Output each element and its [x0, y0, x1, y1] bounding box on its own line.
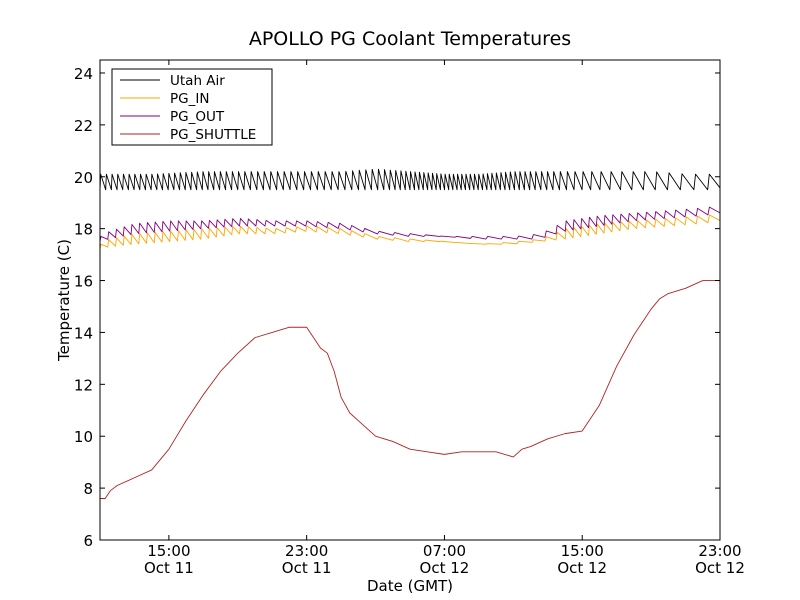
legend-box: [111, 68, 273, 146]
x-tick-date-label: Oct 11: [144, 559, 194, 577]
x-tick-time-label: 15:00: [561, 542, 604, 560]
x-tick-date-label: Oct 12: [557, 559, 607, 577]
x-tick-time-label: 07:00: [423, 542, 466, 560]
series-line-utah-air: [100, 168, 720, 191]
x-tick-time-label: 23:00: [698, 542, 741, 560]
x-tick-date-label: Oct 11: [282, 559, 332, 577]
y-tick-label: 8: [83, 480, 93, 498]
plot-frame: [99, 59, 721, 541]
y-tick-label: 14: [74, 324, 93, 342]
legend-label-pg-out: PG_OUT: [170, 109, 225, 125]
legend-label-pg-shuttle: PG_SHUTTLE: [170, 127, 256, 143]
x-tick-time-label: 23:00: [285, 542, 328, 560]
y-tick-label: 20: [74, 169, 93, 187]
x-tick-date-label: Oct 12: [695, 559, 745, 577]
x-tick-date-label: Oct 12: [420, 559, 470, 577]
legend-label-utah-air: Utah Air: [170, 73, 225, 89]
y-tick-label: 12: [74, 376, 93, 394]
series-line-pg-shuttle: [100, 280, 720, 499]
series-line-pg-out: [100, 206, 720, 242]
y-tick-label: 10: [74, 428, 93, 446]
y-tick-label: 18: [74, 221, 93, 239]
y-tick-label: 16: [74, 273, 93, 291]
y-tick-label: 22: [74, 117, 93, 135]
legend-label-pg-in: PG_IN: [170, 91, 209, 107]
y-axis-label: Temperature (C): [55, 239, 73, 362]
series-line-pg-in: [100, 214, 720, 250]
legend: Utah Air PG_IN PG_OUT PG_SHUTTLE: [111, 68, 273, 146]
y-tick-label: 6: [83, 532, 93, 550]
x-tick-time-label: 15:00: [147, 542, 190, 560]
series-layer: [100, 168, 720, 499]
chart-title: APOLLO PG Coolant Temperatures: [249, 28, 571, 50]
y-tick-label: 24: [74, 65, 93, 83]
x-axis-label: Date (GMT): [367, 577, 453, 595]
